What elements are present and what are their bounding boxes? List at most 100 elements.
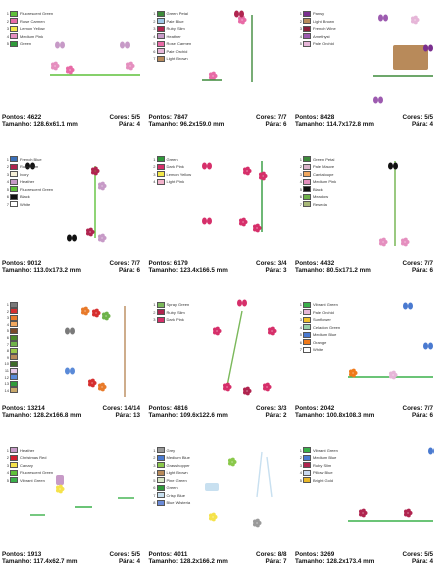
color-swatch — [156, 33, 165, 39]
color-row: 4 Heather — [151, 33, 181, 40]
stat-label: Tamanho: — [2, 557, 32, 565]
flower-petal — [267, 330, 272, 335]
color-row: 1 Pansy — [297, 10, 324, 17]
color-number: 14 — [4, 387, 9, 393]
color-row: 5 Bright Gold — [297, 477, 333, 484]
color-number: 5 — [6, 186, 9, 192]
stat-label: Tamanho: — [295, 412, 325, 419]
color-row: 1 French Blue — [4, 156, 42, 163]
design-cell: 1 Green Petal 2 Pale Blue 3 Ruby Slim 4 Heather… — [147, 0, 291, 145]
color-row: 1 — [4, 301, 20, 308]
stat-line: Pára: 4 — [119, 121, 140, 128]
color-name: Amethyst — [313, 33, 330, 39]
flower-petal — [65, 69, 70, 74]
stitch-count: 3269 — [320, 550, 335, 558]
color-count: 7/7 — [277, 114, 287, 121]
stat-line: Pára: 6 — [265, 121, 286, 128]
color-row: 6 Meadow — [297, 193, 328, 200]
color-number: 4 — [6, 470, 9, 475]
color-name: Sunflower — [313, 317, 331, 322]
flower-petal — [222, 386, 227, 391]
color-row: 4 Light Brown — [151, 469, 188, 476]
stat-line: Tamanho: 117.4x62.7 mm — [2, 558, 78, 565]
design-size: 128.2x166.8 mm — [33, 412, 82, 419]
flower-petal — [100, 233, 105, 238]
design-cell: 1 Fluorescent Green 2 Rose Carmen 3 Lemon Yel… — [0, 0, 144, 145]
stat-line: Pára: 7 — [265, 558, 286, 565]
color-count: 14/14 — [124, 405, 140, 412]
color-number: 6 — [299, 339, 302, 345]
color-row: 5 Pale Orchid — [297, 40, 334, 47]
color-swatch — [10, 18, 18, 24]
color-row: 3 Ruby Slim — [151, 25, 185, 32]
color-number: 2 — [153, 455, 156, 460]
color-number: 2 — [6, 308, 9, 314]
stop-count: 4 — [136, 557, 140, 565]
color-number: 12 — [4, 374, 9, 380]
stat-label: Pára: — [411, 412, 428, 419]
butterfly-wing — [236, 299, 242, 307]
color-row: 13 — [4, 380, 20, 387]
flower-petal — [378, 240, 383, 245]
butterfly-wing — [373, 96, 378, 104]
stat-line: Pontos: 6179 — [149, 260, 188, 267]
color-number: 6 — [299, 194, 302, 199]
color-row: 1 Grey — [151, 447, 175, 454]
color-swatch — [156, 462, 165, 468]
color-number: 2 — [153, 164, 156, 169]
flower-petal — [125, 65, 130, 70]
color-number: 1 — [299, 302, 302, 307]
butterfly-wing — [65, 327, 70, 335]
stat-line: Cores: 7/7 — [403, 260, 433, 267]
color-name: Dark Pink — [166, 317, 184, 322]
color-row: 3 Ivory — [4, 171, 29, 178]
color-swatch — [10, 367, 18, 374]
color-row: 2 Ruby Slim — [151, 309, 185, 316]
flower-petal — [258, 174, 263, 179]
flower-petal — [128, 61, 133, 66]
flower-petal — [83, 306, 88, 311]
flower-petal — [212, 330, 217, 335]
color-number: 7 — [153, 56, 156, 61]
butterfly-wing — [423, 342, 428, 350]
color-swatch — [156, 48, 165, 54]
color-row: 3 Canary — [4, 462, 33, 469]
stat-label: Pára: — [265, 412, 282, 419]
flower-petal — [361, 508, 366, 513]
stat-label: Cores: — [256, 114, 276, 121]
color-name: Pale Orchid — [313, 41, 334, 46]
color-count: 7/7 — [424, 405, 433, 412]
design-preview — [50, 41, 140, 76]
design-size: 114.7x172.8 mm — [326, 121, 374, 128]
stat-line: Pontos: 4432 — [295, 260, 334, 267]
stat-line: Tamanho: 128.6x61.1 mm — [2, 121, 78, 128]
stat-label: Cores: — [109, 114, 130, 121]
stat-label: Tamanho: — [148, 412, 179, 419]
stat-line: Tamanho: 128.2x173.4 mm — [295, 558, 374, 565]
design-size: 100.8x108.3 mm — [326, 412, 375, 419]
flower-petal — [90, 378, 95, 383]
color-swatch — [10, 25, 18, 32]
stat-line: Cores: 7/7 — [256, 114, 286, 121]
stitch-count: 2042 — [320, 405, 335, 412]
flower-petal — [255, 223, 260, 228]
color-number: 5 — [299, 186, 302, 192]
stop-count: 6 — [282, 121, 287, 128]
color-row: 6 Black — [4, 193, 30, 200]
design-preview — [30, 474, 134, 516]
stat-line: Pára: 2 — [265, 412, 286, 419]
flower-petal — [245, 166, 250, 171]
color-number: 4 — [6, 179, 9, 184]
stat-label: Pontos: — [2, 114, 26, 121]
color-row: 3 — [4, 314, 20, 321]
design-preview — [65, 306, 126, 397]
stop-count: 4 — [429, 121, 433, 128]
stat-label: Cores: — [402, 114, 423, 121]
stat-label: Cores: — [109, 550, 130, 558]
color-row: 2 Medium Blue — [297, 454, 336, 461]
color-name: Ruby Slim — [313, 462, 332, 468]
butterfly-wing — [201, 217, 207, 224]
color-number: 2 — [6, 18, 9, 24]
color-swatch — [303, 10, 311, 17]
color-name: Light Pink — [166, 179, 185, 184]
